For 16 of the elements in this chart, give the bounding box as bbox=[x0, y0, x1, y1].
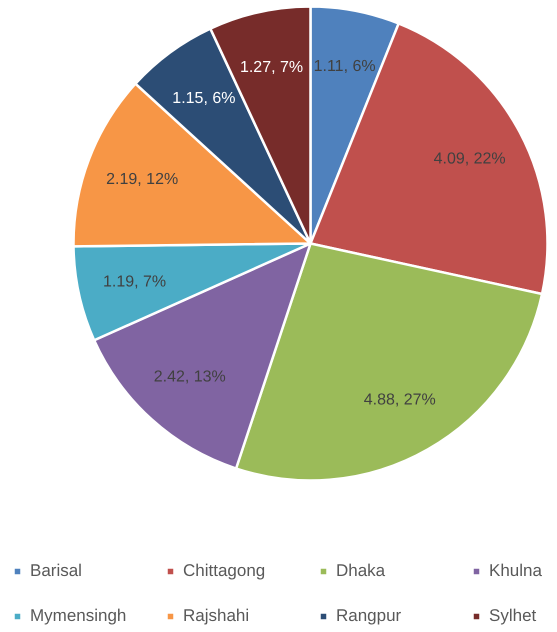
legend-label: Barisal bbox=[30, 560, 83, 582]
legend-label: Dhaka bbox=[336, 560, 386, 582]
legend-label: Mymensingh bbox=[30, 605, 128, 627]
data-label: 4.88, 27% bbox=[364, 391, 436, 408]
legend-label: Sylhet bbox=[489, 605, 538, 627]
data-label: 4.09, 22% bbox=[434, 150, 506, 168]
legend-label: Rajshahi bbox=[183, 605, 250, 627]
data-label: 1.11, 6% bbox=[314, 58, 376, 76]
legend-label: Khulna bbox=[489, 560, 543, 582]
data-label: 1.19, 7% bbox=[103, 274, 166, 291]
data-label: 2.42, 13% bbox=[154, 368, 226, 386]
legend-label: Chittagong bbox=[183, 560, 266, 582]
data-label: 1.15, 6% bbox=[172, 90, 236, 107]
data-label: 2.19, 12% bbox=[106, 170, 178, 188]
legend-label: Rangpur bbox=[336, 605, 402, 627]
data-label: 1.27, 7% bbox=[240, 59, 304, 76]
